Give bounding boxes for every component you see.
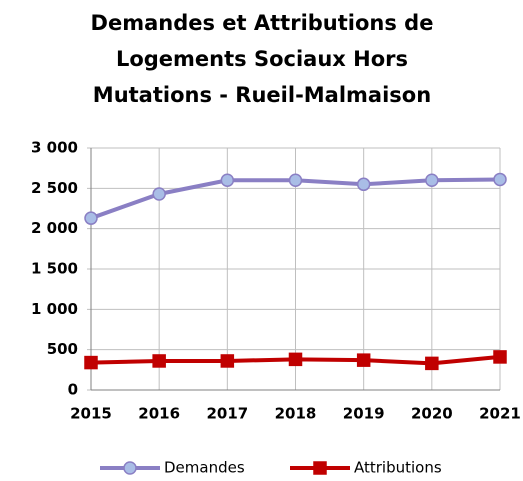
point [220, 354, 235, 368]
point [356, 177, 371, 192]
point [84, 211, 98, 225]
point [356, 353, 371, 367]
point [152, 187, 166, 201]
y-tick-label: 500 [47, 340, 78, 358]
point [288, 173, 303, 188]
point [84, 355, 98, 370]
x-tick-label: 2019 [343, 405, 385, 423]
legend-marker [123, 461, 137, 475]
point [425, 356, 439, 371]
y-tick-label: 1 500 [31, 260, 78, 278]
point [493, 172, 507, 187]
legend-label: Demandes [164, 459, 245, 477]
y-tick-label: 0 [68, 381, 78, 399]
point [288, 352, 303, 367]
y-tick-label: 2 500 [31, 179, 78, 197]
point [220, 173, 235, 188]
y-tick-label: 2 000 [31, 219, 78, 237]
x-tick-label: 2017 [206, 405, 248, 423]
point [425, 173, 439, 188]
legend-marker [313, 461, 327, 475]
point [152, 354, 166, 368]
chart-title: Logements Sociaux Hors [116, 47, 408, 71]
chart-title: Demandes et Attributions de [91, 11, 434, 35]
x-tick-label: 2016 [138, 405, 180, 423]
x-tick-label: 2021 [479, 405, 521, 423]
x-tick-label: 2020 [411, 405, 453, 423]
x-tick-label: 2015 [70, 405, 112, 423]
point [493, 350, 507, 364]
x-tick-label: 2018 [275, 405, 317, 423]
legend-label: Attributions [354, 459, 442, 477]
chart-title: Mutations - Rueil-Malmaison [93, 83, 431, 107]
y-tick-label: 1 000 [31, 300, 78, 318]
y-tick-label: 3 000 [31, 139, 78, 157]
